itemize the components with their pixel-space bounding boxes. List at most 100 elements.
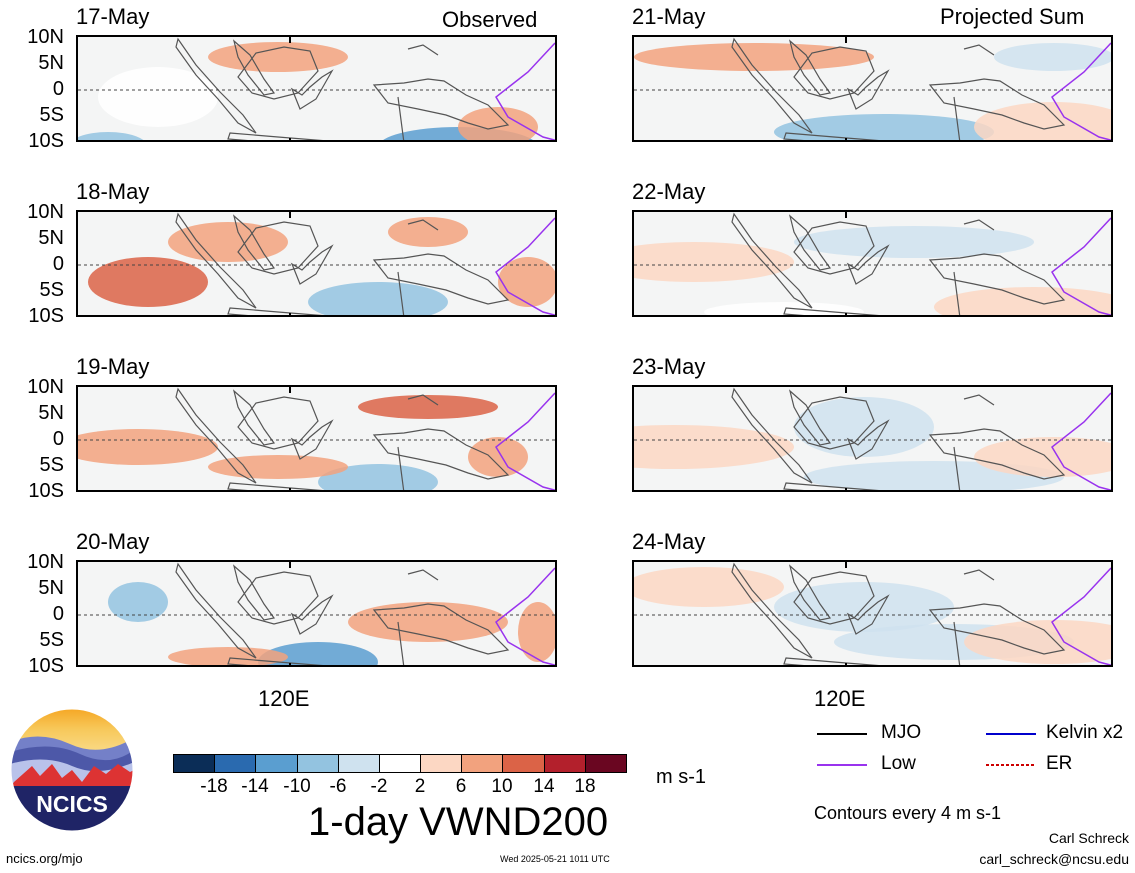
coastline [793,571,875,625]
wind-anomaly-region [774,114,994,140]
lat-label: 10N [27,551,64,573]
lat-label: 0 [52,78,64,100]
coastline [953,394,995,490]
coastline [237,221,319,275]
colorbar-swatch [502,754,545,773]
coastline [232,39,276,96]
date-label: 22-May [632,179,706,204]
legend-line-kelvin [986,733,1036,735]
coastline [290,244,334,285]
map-panel-projected [632,385,1113,492]
coastline [237,396,319,450]
contour-note: Contours every 4 m s-1 [814,803,1002,823]
legend-label-kelvin: Kelvin x2 [1046,722,1124,743]
legend-label-low: Low [881,753,916,774]
coastline [953,219,995,315]
coastline [372,253,510,305]
coastline [783,482,880,490]
footer-email[interactable]: carl_schreck@ncsu.edu [979,851,1129,867]
lat-label: 5S [39,454,64,476]
wind-anomaly-region [208,42,348,72]
lat-label: 0 [52,603,64,625]
coastline [783,132,880,140]
coastline [175,562,257,659]
date-label: 20-May [76,529,150,554]
low-contour-line [495,42,555,140]
coastline [372,78,510,130]
colorbar-tick: -2 [370,776,388,797]
colorbar-ticks: -18 -14 -10 -6 -2 2 6 10 14 18 [173,776,626,800]
colorbar-tick: 14 [533,776,555,797]
wind-anomaly-region [994,43,1111,71]
lat-label: 5S [39,104,64,126]
colorbar-tick: -14 [241,776,269,797]
map-field [78,387,555,490]
map-panel-projected [632,35,1113,142]
colorbar-tick: 10 [491,776,513,797]
lat-label: 10S [28,655,64,677]
coastline [227,307,324,315]
wind-anomaly-region [518,602,555,662]
coastline [928,603,1066,655]
lat-label: 10S [28,305,64,327]
map-field [634,212,1111,315]
colorbar-tick: 2 [414,776,426,797]
lat-label: 10S [28,130,64,152]
colorbar-swatch [378,754,422,773]
wind-anomaly-region [358,395,498,419]
wind-anomaly-region [634,242,794,282]
wind-anomaly-region [78,429,218,465]
colorbar-tick: -6 [329,776,347,797]
date-label: 24-May [632,529,706,554]
date-label: 23-May [632,354,706,379]
coastline [731,387,813,484]
lat-label: 10N [27,26,64,48]
coastline [232,389,276,446]
colorbar-tick: 18 [574,776,596,797]
lat-label: 10S [28,480,64,502]
legend-line-mjo [817,733,867,735]
low-contour-line [1051,567,1111,665]
wind-anomaly-region [308,282,448,315]
wind-anomaly-region [634,43,874,71]
coastline [290,594,334,635]
projected-sum-label: Projected Sum [940,4,1085,29]
coastline [793,221,875,275]
lat-label: 10N [27,376,64,398]
low-contour-line [1051,392,1111,490]
coastline [372,428,510,480]
lon-label: 120E [258,686,310,711]
colorbar-swatch [296,754,339,773]
date-label: 21-May [632,4,706,29]
footer-url[interactable]: ncics.org/mjo [6,851,83,866]
low-contour-line [495,392,555,490]
coastline [788,39,832,96]
legend-label-er: ER [1046,753,1073,774]
coastline [290,69,334,110]
coastline [397,219,439,315]
coastline [928,428,1066,480]
colorbar-swatch [420,754,463,773]
map-field [78,562,555,665]
wind-anomaly-region [634,425,794,469]
lat-label: 5S [39,629,64,651]
map-panel-projected [632,210,1113,317]
logo-text: NCICS [36,791,108,817]
coastline [731,37,813,134]
lat-label: 5S [39,279,64,301]
map-panel-projected [632,560,1113,667]
map-panel-observed [76,385,557,492]
wind-anomaly-region [634,567,784,607]
lat-label: 5N [38,577,64,599]
map-panel-observed [76,210,557,317]
coastline [788,389,832,446]
map-field [78,37,555,140]
wind-anomaly-region [98,67,218,127]
coastline [846,244,890,285]
coastline [788,214,832,271]
lat-label: 5N [38,227,64,249]
wind-anomaly-region [388,217,468,247]
lat-label: 0 [52,253,64,275]
coastline [846,594,890,635]
observed-label: Observed [442,7,538,32]
